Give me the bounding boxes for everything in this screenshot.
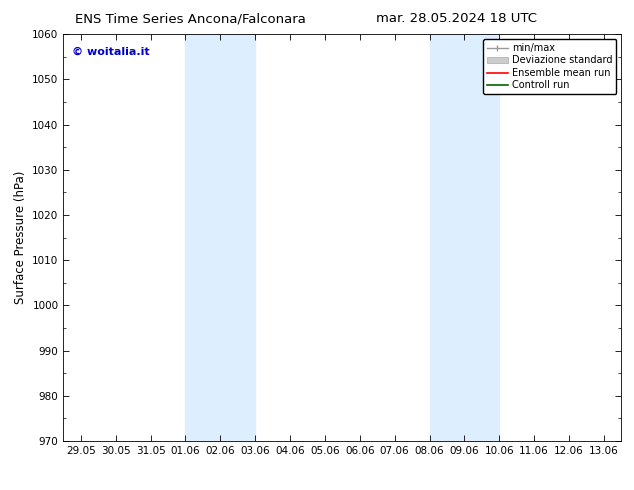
Bar (185, 34, 255, 441)
Text: ENS Time Series Ancona/Falconara: ENS Time Series Ancona/Falconara (75, 12, 306, 25)
Text: mar. 28.05.2024 18 UTC: mar. 28.05.2024 18 UTC (376, 12, 537, 25)
Bar (429, 34, 500, 441)
Y-axis label: Surface Pressure (hPa): Surface Pressure (hPa) (14, 171, 27, 304)
Legend: min/max, Deviazione standard, Ensemble mean run, Controll run: min/max, Deviazione standard, Ensemble m… (483, 39, 616, 94)
Text: © woitalia.it: © woitalia.it (72, 47, 150, 56)
